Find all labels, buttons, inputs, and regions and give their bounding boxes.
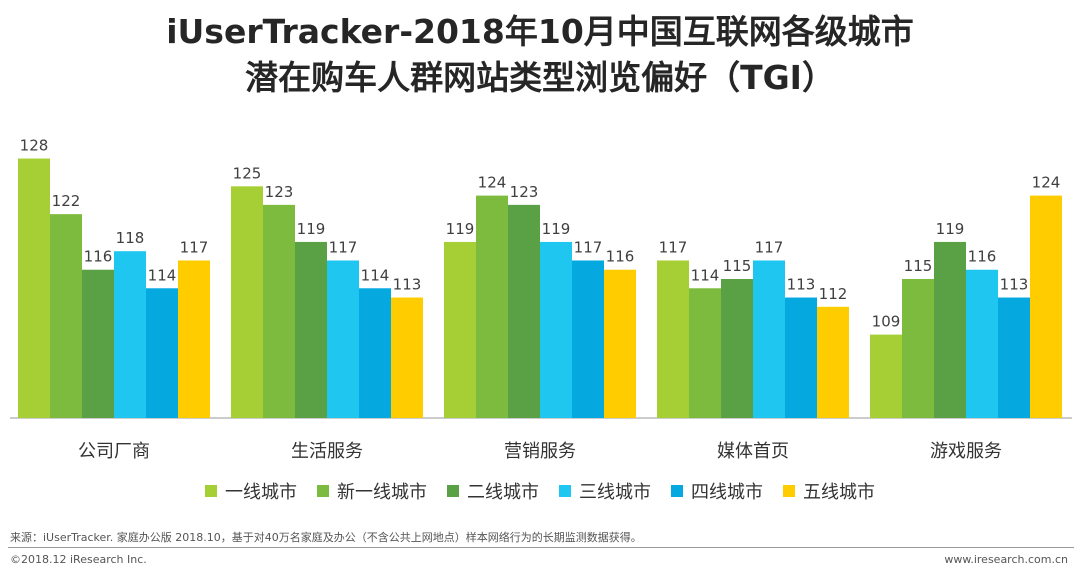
bar xyxy=(902,279,934,418)
legend-swatch xyxy=(205,485,217,497)
bar xyxy=(785,297,817,418)
bar xyxy=(82,269,114,418)
data-label: 113 xyxy=(1000,276,1029,294)
legend-item: 二线城市 xyxy=(447,478,539,504)
data-label: 122 xyxy=(52,192,81,210)
data-label: 117 xyxy=(574,238,603,256)
bar xyxy=(178,260,210,418)
data-label: 123 xyxy=(265,183,294,201)
bar xyxy=(476,195,508,418)
bar xyxy=(359,288,391,418)
copyright-text: ©2018.12 iResearch Inc. xyxy=(10,553,147,566)
data-label: 114 xyxy=(691,266,720,284)
data-label: 119 xyxy=(446,220,475,238)
x-tick-label: 公司厂商 xyxy=(78,441,150,462)
legend-item: 一线城市 xyxy=(205,478,297,504)
legend-label: 新一线城市 xyxy=(337,482,427,503)
bar xyxy=(18,158,50,419)
data-label: 124 xyxy=(1032,174,1061,192)
bar xyxy=(870,334,902,418)
bar xyxy=(934,241,966,418)
data-label: 109 xyxy=(872,313,901,331)
data-label: 113 xyxy=(787,276,816,294)
legend-item: 五线城市 xyxy=(783,478,875,504)
bar xyxy=(263,204,295,418)
legend-swatch xyxy=(559,485,571,497)
data-label: 116 xyxy=(84,248,113,266)
x-tick-label: 游戏服务 xyxy=(930,441,1002,462)
bar xyxy=(540,241,572,418)
bar xyxy=(572,260,604,418)
bar xyxy=(721,279,753,418)
data-label: 116 xyxy=(606,248,635,266)
chart-title-line-2: 潜在购车人群网站类型浏览偏好（TGI） xyxy=(245,58,835,97)
data-label: 114 xyxy=(361,266,390,284)
data-label: 124 xyxy=(478,174,507,192)
legend-label: 五线城市 xyxy=(803,482,875,503)
legend-swatch xyxy=(783,485,795,497)
bar xyxy=(231,186,263,418)
data-label: 118 xyxy=(116,229,145,247)
data-label: 117 xyxy=(659,238,688,256)
bar xyxy=(966,269,998,418)
x-tick-label: 生活服务 xyxy=(291,441,363,462)
chart-title-line-1: iUserTracker-2018年10月中国互联网各级城市 xyxy=(166,12,914,51)
data-label: 117 xyxy=(180,238,209,256)
data-label: 114 xyxy=(148,266,177,284)
data-label: 119 xyxy=(297,220,326,238)
data-label: 113 xyxy=(393,276,422,294)
data-label: 119 xyxy=(542,220,571,238)
bar xyxy=(114,251,146,418)
website-url: www.iresearch.com.cn xyxy=(944,553,1068,566)
bar-chart: 128122116118114117公司厂商125123119117114113… xyxy=(10,137,1072,462)
bar xyxy=(604,269,636,418)
bar xyxy=(327,260,359,418)
data-label: 123 xyxy=(510,183,539,201)
bar xyxy=(444,241,476,418)
legend-label: 四线城市 xyxy=(691,482,763,503)
bar xyxy=(689,288,721,418)
source-note: 来源：iUserTracker. 家庭办公版 2018.10，基于对40万名家庭… xyxy=(10,531,642,544)
x-tick-label: 营销服务 xyxy=(504,441,576,462)
data-label: 115 xyxy=(723,257,752,275)
data-label: 115 xyxy=(904,257,933,275)
legend-item: 新一线城市 xyxy=(317,478,427,504)
legend-swatch xyxy=(447,485,459,497)
data-label: 117 xyxy=(329,238,358,256)
legend-label: 二线城市 xyxy=(467,482,539,503)
chart-legend: 一线城市 新一线城市 二线城市 三线城市 四线城市 五线城市 xyxy=(0,478,1080,504)
legend-swatch xyxy=(317,485,329,497)
data-label: 116 xyxy=(968,248,997,266)
legend-label: 三线城市 xyxy=(579,482,651,503)
data-label: 112 xyxy=(819,285,848,303)
bar xyxy=(1030,195,1062,418)
legend-label: 一线城市 xyxy=(225,482,297,503)
data-label: 117 xyxy=(755,238,784,256)
bar xyxy=(146,288,178,418)
data-label: 128 xyxy=(20,137,49,155)
bar xyxy=(295,241,327,418)
legend-item: 四线城市 xyxy=(671,478,763,504)
footer-divider xyxy=(8,547,1074,548)
legend-item: 三线城市 xyxy=(559,478,651,504)
data-label: 125 xyxy=(233,164,262,182)
bar xyxy=(508,204,540,418)
bar xyxy=(817,306,849,418)
legend-swatch xyxy=(671,485,683,497)
bar xyxy=(657,260,689,418)
bar xyxy=(391,297,423,418)
data-label: 119 xyxy=(936,220,965,238)
x-tick-label: 媒体首页 xyxy=(717,441,789,462)
bar xyxy=(998,297,1030,418)
bar xyxy=(753,260,785,418)
bar xyxy=(50,214,82,418)
